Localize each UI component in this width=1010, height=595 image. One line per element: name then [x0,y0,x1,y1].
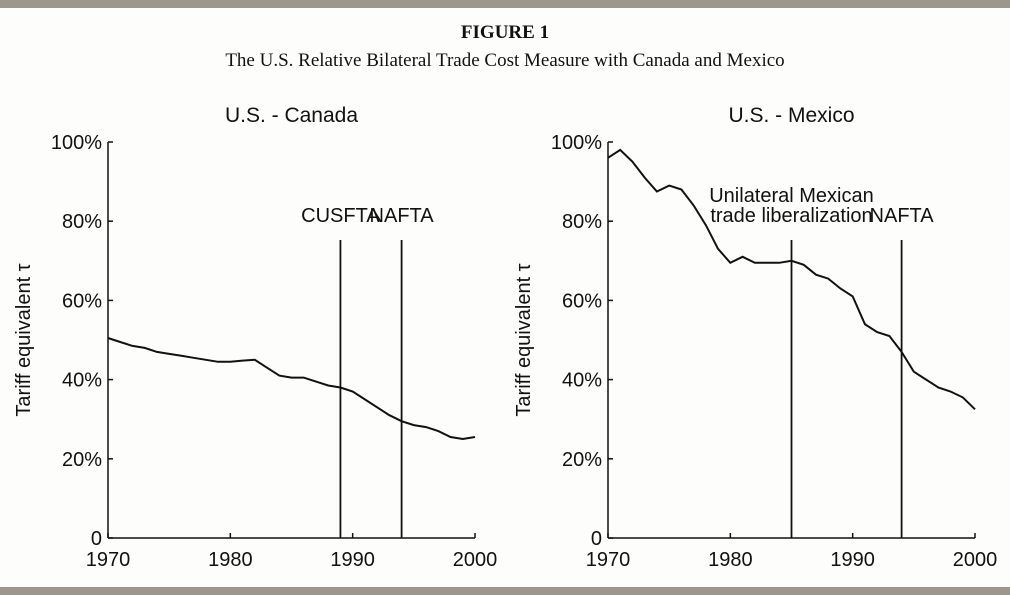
bottom-rule [0,587,1010,595]
y-tick-label: 100% [551,132,602,154]
y-tick-label: 0 [91,528,102,550]
y-tick-label: 40% [562,370,602,392]
y-tick-label: 60% [562,290,602,312]
annotation-text: CUSFTA [301,205,380,227]
y-tick-label: 20% [62,449,102,471]
y-axis-label: Tariff equivalent τ [513,263,535,416]
y-tick-label: 60% [62,290,102,312]
figure-title: The U.S. Relative Bilateral Trade Cost M… [225,50,784,71]
y-tick-label: 40% [62,370,102,392]
figure-label: FIGURE 1 [461,22,549,43]
y-tick-label: 80% [562,211,602,233]
annotation-text: Unilateral Mexican [709,185,874,207]
x-tick-label: 1970 [86,549,131,571]
x-tick-label: 1990 [830,549,875,571]
x-tick-label: 1980 [208,549,253,571]
x-tick-label: 1990 [330,549,375,571]
x-tick-label: 2000 [953,549,998,571]
x-tick-label: 1970 [586,549,631,571]
annotation-text: NAFTA [370,205,435,227]
y-tick-label: 0 [591,528,602,550]
subplot-title: U.S. - Canada [225,104,358,127]
y-axis-label: Tariff equivalent τ [13,263,35,416]
y-tick-label: 100% [51,132,102,154]
data-line [107,337,476,441]
top-rule [0,0,1010,8]
x-tick-label: 2000 [453,549,498,571]
subplot-title: U.S. - Mexico [728,104,854,127]
y-tick-label: 20% [562,449,602,471]
y-tick-label: 80% [62,211,102,233]
annotation-text: trade liberalization [710,205,872,227]
annotation-text: NAFTA [870,205,935,227]
x-tick-label: 1980 [708,549,753,571]
